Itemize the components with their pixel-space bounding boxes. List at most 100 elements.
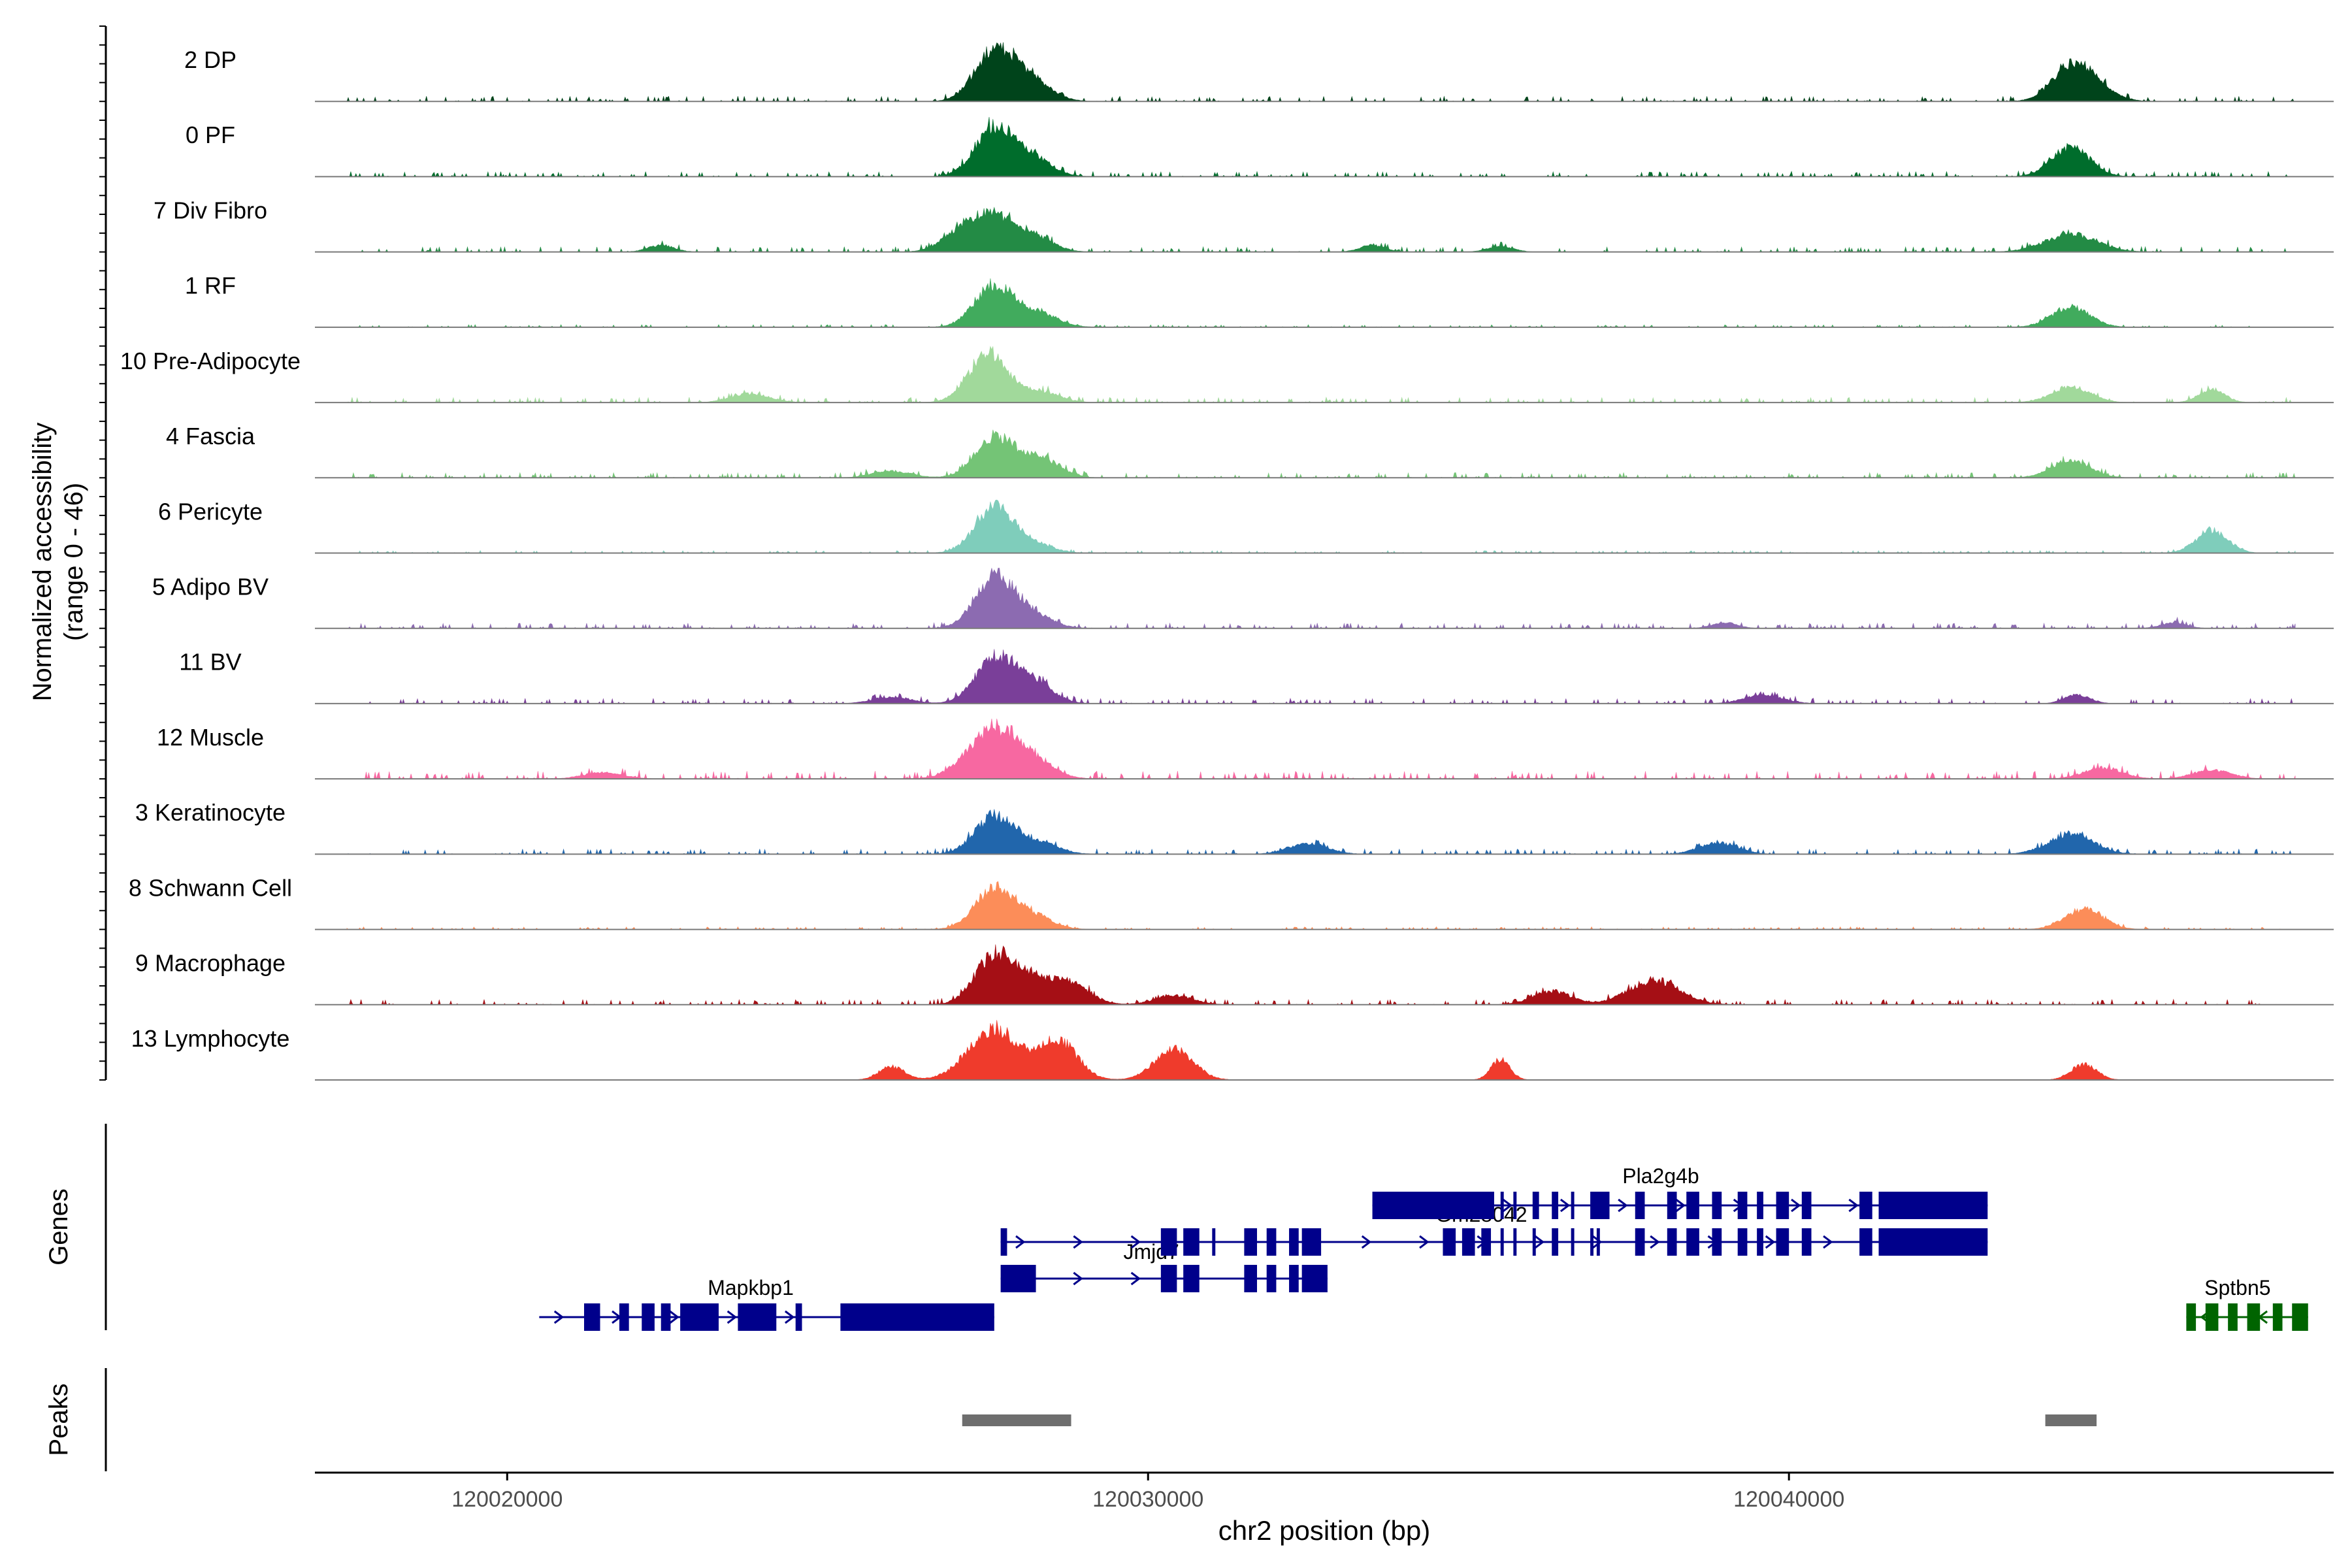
track-label: 7 Div Fibro	[154, 197, 267, 223]
strand-arrow	[553, 1310, 564, 1324]
gene-exon	[1532, 1228, 1536, 1256]
gene-exon	[1635, 1228, 1645, 1256]
gene-exon	[1801, 1228, 1812, 1256]
track-label: 6 Pericyte	[158, 498, 263, 525]
gene-exon	[1571, 1228, 1575, 1256]
coverage-area	[346, 42, 2296, 103]
strand-arrow	[1015, 1235, 1026, 1249]
peak-region	[2045, 1414, 2097, 1426]
gene-exon	[1500, 1192, 1504, 1219]
strand-arrow	[1419, 1235, 1429, 1249]
strand-arrow	[1823, 1235, 1833, 1249]
gene-exon	[1212, 1228, 1216, 1256]
gene-exon	[1266, 1228, 1277, 1256]
gene-exon	[1859, 1192, 1872, 1219]
track-label: 8 Schwann Cell	[129, 874, 292, 901]
coverage-area	[346, 718, 2296, 780]
track-label: 11 BV	[179, 649, 241, 676]
track-6-pericyte: 6 Pericyte	[158, 498, 2334, 554]
track-label: 13 Lymphocyte	[131, 1025, 290, 1052]
gene-exon	[1776, 1192, 1789, 1219]
gene-exon	[2205, 1303, 2219, 1331]
gene-gm28042: Gm28042	[1000, 1203, 1988, 1256]
strand-arrow	[1791, 1198, 1801, 1213]
gene-mapkbp1: Mapkbp1	[539, 1276, 994, 1331]
gene-exon	[1776, 1228, 1789, 1256]
gene-exon	[1686, 1192, 1699, 1219]
track-9-macrophage: 9 Macrophage	[135, 944, 2334, 1005]
track-8-schwann-cell: 8 Schwann Cell	[129, 874, 2334, 930]
strand-arrow	[1650, 1235, 1660, 1249]
y-axis-title-line2: (range 0 - 46)	[59, 483, 88, 641]
strand-arrow	[727, 1310, 738, 1324]
track-label: 4 Fascia	[166, 423, 255, 449]
gene-label: Pla2g4b	[1622, 1164, 1699, 1188]
gene-exon	[1000, 1265, 1036, 1292]
gene-exon	[1552, 1228, 1559, 1256]
coverage-area	[346, 278, 2296, 328]
track-label: 12 Muscle	[157, 724, 264, 751]
x-tick-label: 120040000	[1733, 1487, 1844, 1512]
strand-arrow	[1130, 1271, 1141, 1286]
coverage-area	[346, 649, 2296, 704]
peak-regions	[962, 1414, 2097, 1426]
gene-exon	[1859, 1228, 1872, 1256]
coverage-area	[346, 568, 2296, 629]
gene-exon	[619, 1303, 629, 1331]
x-tick-label: 120020000	[451, 1487, 563, 1512]
track-label: 10 Pre-Adipocyte	[120, 348, 301, 374]
gene-exon	[2228, 1303, 2238, 1331]
gene-exon	[661, 1303, 671, 1331]
track-10-pre-adipocyte: 10 Pre-Adipocyte	[120, 346, 2334, 404]
genes-panel-label: Genes	[44, 1188, 73, 1266]
gene-exon	[840, 1303, 994, 1331]
coverage-area	[346, 809, 2296, 855]
gene-exon	[1667, 1192, 1677, 1219]
coverage-area	[346, 117, 2296, 178]
strand-arrow	[1073, 1271, 1083, 1286]
gene-exon	[2272, 1303, 2283, 1331]
track-label: 1 RF	[185, 272, 236, 299]
gene-exon	[1160, 1228, 1177, 1256]
gene-exon	[1266, 1265, 1277, 1292]
y-axis	[99, 25, 107, 1081]
gene-exon	[1878, 1192, 1988, 1219]
gene-exon	[1532, 1192, 1539, 1219]
track-5-adipo-bv: 5 Adipo BV	[152, 568, 2334, 629]
gene-exon	[1801, 1192, 1812, 1219]
gene-exon	[1000, 1228, 1007, 1256]
gene-exon	[1590, 1228, 1593, 1256]
gene-exon	[1443, 1228, 1456, 1256]
x-tick-label: 120030000	[1092, 1487, 1203, 1512]
track-label: 2 DP	[184, 46, 237, 73]
track-3-keratinocyte: 3 Keratinocyte	[135, 799, 2334, 855]
track-label: 3 Keratinocyte	[135, 799, 286, 826]
gene-exon	[1571, 1192, 1575, 1219]
gene-label: Mapkbp1	[708, 1276, 794, 1299]
gene-exon	[1712, 1228, 1722, 1256]
strand-arrow	[1560, 1198, 1571, 1213]
strand-arrow	[785, 1310, 795, 1324]
strand-arrow	[1502, 1198, 1513, 1213]
accessibility-tracks: 2 DP 0 PF 7 Div Fibro 1 RF 10 Pre-Adipocyte 4…	[120, 42, 2334, 1081]
gene-exon	[1372, 1192, 1494, 1219]
track-label: 5 Adipo BV	[152, 574, 269, 600]
track-7-div-fibro: 7 Div Fibro	[154, 197, 2334, 253]
gene-exon	[738, 1303, 777, 1331]
coverage-area	[346, 944, 2296, 1005]
gene-exon	[2292, 1303, 2308, 1331]
track-11-bv: 11 BV	[179, 649, 2334, 704]
strand-arrow	[1130, 1235, 1141, 1249]
gene-exon	[1183, 1265, 1200, 1292]
strand-arrow	[669, 1310, 679, 1324]
gene-exon	[1552, 1192, 1559, 1219]
gene-exon	[1289, 1228, 1299, 1256]
track-13-lymphocyte: 13 Lymphocyte	[131, 1020, 2334, 1081]
gene-exon	[1667, 1228, 1677, 1256]
gene-exon	[1686, 1228, 1699, 1256]
gene-exon	[1160, 1265, 1177, 1292]
gene-exon	[1244, 1228, 1257, 1256]
coverage-area	[347, 1020, 2296, 1081]
coverage-area	[347, 499, 2296, 554]
